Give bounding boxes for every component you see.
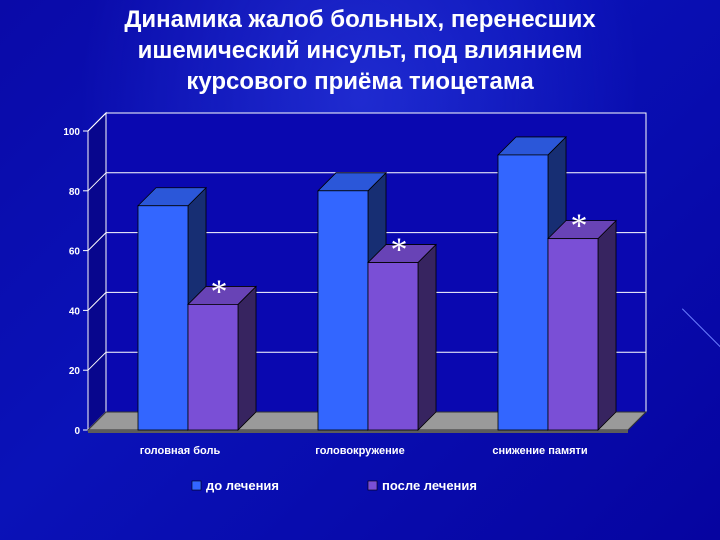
- legend-label: после лечения: [382, 478, 477, 493]
- gridline-side: [87, 172, 107, 192]
- bar-after: [187, 304, 239, 431]
- legend-swatch: [367, 480, 378, 491]
- bar-side: [237, 285, 257, 431]
- x-category-label: головокружение: [315, 445, 404, 457]
- bar-after: [547, 238, 599, 431]
- chart-side-wall: [87, 111, 107, 432]
- significance-marker: *: [571, 208, 588, 245]
- chart-title: Динамика жалоб больных, перенесших ишеми…: [0, 4, 720, 97]
- x-category-label: снижение памяти: [492, 445, 587, 457]
- bar-after: [367, 262, 419, 431]
- gridline-side: [87, 112, 107, 132]
- x-category-label: головная боль: [140, 445, 221, 457]
- title-line-3: курсового приёма тиоцетама: [186, 68, 534, 95]
- bar-before: [317, 190, 369, 431]
- y-tick-label: 0: [74, 426, 80, 437]
- y-tick-label: 80: [69, 187, 81, 198]
- y-tick-label: 20: [69, 366, 81, 377]
- title-line-2: ишемический инсульт, под влиянием: [137, 37, 583, 64]
- significance-marker: *: [211, 273, 228, 310]
- legend-swatch: [191, 480, 202, 491]
- gridline-side: [87, 232, 107, 251]
- y-tick-label: 100: [63, 127, 80, 138]
- significance-marker: *: [391, 232, 408, 269]
- chart-floor-edge: [88, 430, 628, 433]
- y-tick-label: 60: [69, 247, 81, 258]
- bar-side: [597, 219, 617, 431]
- title-line-1: Динамика жалоб больных, перенесших: [124, 6, 596, 33]
- bar-side: [417, 243, 437, 431]
- gridline-side: [87, 292, 107, 311]
- bar-before: [137, 205, 189, 431]
- gridline-side: [87, 351, 107, 371]
- legend-label: до лечения: [206, 478, 279, 493]
- bar-before: [497, 154, 549, 431]
- y-tick-label: 40: [69, 306, 81, 317]
